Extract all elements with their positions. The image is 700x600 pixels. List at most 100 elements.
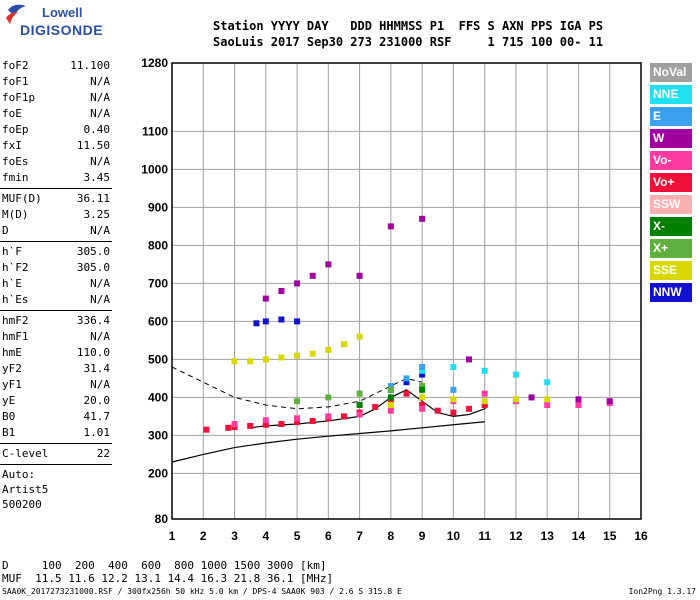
logo-mark-icon xyxy=(6,4,26,24)
data-point-x xyxy=(356,390,363,397)
param-row: yF2 31.4 xyxy=(0,361,112,377)
data-point-w xyxy=(294,280,301,287)
plot-frame xyxy=(171,62,642,520)
data-point-vo xyxy=(231,421,238,427)
y-tick-label: 700 xyxy=(148,276,168,290)
param-label: hmE xyxy=(2,346,22,359)
param-value: 41.7 xyxy=(83,410,111,423)
data-point-sse xyxy=(340,341,347,348)
param-row: h`E N/A xyxy=(0,276,112,292)
data-point-sse xyxy=(294,352,301,359)
param-row: M(D) 3.25 xyxy=(0,207,112,223)
param-value: N/A xyxy=(90,277,110,290)
data-point-e xyxy=(387,383,394,389)
data-point-x xyxy=(419,386,426,393)
data-point-w xyxy=(262,295,269,302)
data-point-vo xyxy=(278,421,285,427)
station-header: Station YYYY DAY DDD HHMMSS P1 FFS S AXN… xyxy=(213,18,603,50)
data-point-nne xyxy=(419,367,426,374)
y-tick-label: 600 xyxy=(148,314,168,328)
param-row: C-level 22 xyxy=(0,446,112,462)
data-point-sse xyxy=(262,356,269,363)
data-point-vo xyxy=(387,398,394,405)
param-separator xyxy=(0,443,112,444)
param-label: foF1p xyxy=(2,91,36,104)
x-tick-label: 16 xyxy=(634,529,648,543)
data-point-w xyxy=(606,398,613,405)
param-row: fmin 3.45 xyxy=(0,170,112,186)
data-point-x xyxy=(387,386,394,393)
data-point-vo xyxy=(450,409,457,416)
data-point-w xyxy=(309,272,316,279)
param-label: foF1 xyxy=(2,75,29,88)
muf-row: MUF 11.5 11.6 12.2 13.1 14.4 16.3 21.8 3… xyxy=(2,572,334,585)
x-tick-label: 15 xyxy=(603,529,617,543)
data-point-w xyxy=(325,261,332,268)
data-point-sse xyxy=(231,358,238,365)
data-point-vo xyxy=(481,402,488,408)
data-point-nnw xyxy=(294,318,301,325)
data-point-vo xyxy=(575,402,582,408)
param-row: foE N/A xyxy=(0,106,112,122)
param-label: h`E xyxy=(2,277,22,290)
header-line2: SaoLuis 2017 Sep30 273 231000 RSF 1 715 … xyxy=(213,35,604,49)
data-point-nnw xyxy=(278,316,285,323)
footer-info: SAA0K_2017273231000.RSF / 300fx256h 50 k… xyxy=(2,587,402,596)
data-point-w xyxy=(466,356,473,363)
legend-item-nnw: NNW xyxy=(650,283,692,302)
param-label: yE xyxy=(2,394,16,407)
y-tick-label: 800 xyxy=(148,238,168,252)
param-row: B1 1.01 xyxy=(0,425,112,441)
data-point-w xyxy=(419,215,426,222)
param-label: B0 xyxy=(2,410,16,423)
param-row: yE 20.0 xyxy=(0,393,112,409)
param-row: h`Es N/A xyxy=(0,292,112,308)
data-point-sse xyxy=(419,394,426,401)
param-label: hmF1 xyxy=(2,330,29,343)
param-value: 3.45 xyxy=(83,171,111,184)
x-tick-label: 14 xyxy=(572,529,586,543)
data-point-vo xyxy=(419,402,426,408)
footer-version: Ion2Png 1.3.17 xyxy=(628,587,696,596)
param-label: yF1 xyxy=(2,378,22,391)
data-point-vo xyxy=(203,426,210,433)
param-separator xyxy=(0,188,112,189)
data-point-vo xyxy=(325,413,332,420)
y-tick-label: 900 xyxy=(148,200,168,214)
param-label: fmin xyxy=(2,171,29,184)
virtual-height-curve xyxy=(248,389,489,429)
param-separator xyxy=(0,464,112,465)
data-point-x xyxy=(325,394,332,401)
param-value: 20.0 xyxy=(83,394,111,407)
param-value: N/A xyxy=(90,224,110,237)
data-point-nnw xyxy=(403,379,410,386)
param-label: MUF(D) xyxy=(2,192,42,205)
param-label: fxI xyxy=(2,139,22,152)
param-label: foF2 xyxy=(2,59,29,72)
param-value: N/A xyxy=(90,330,110,343)
param-value: 305.0 xyxy=(76,261,110,274)
param-label: yF2 xyxy=(2,362,22,375)
param-label: foEs xyxy=(2,155,29,168)
data-point-vo xyxy=(419,405,426,412)
data-point-x xyxy=(356,402,363,408)
data-point-nnw xyxy=(419,371,426,378)
electron-density-profile-line xyxy=(171,421,485,463)
param-value: 336.4 xyxy=(76,314,110,327)
param-label: M(D) xyxy=(2,208,29,221)
data-point-vo xyxy=(434,407,441,414)
param-row: h`F 305.0 xyxy=(0,244,112,260)
param-value: 0.40 xyxy=(83,123,111,136)
param-label: h`F2 xyxy=(2,261,29,274)
param-row: fxI 11.50 xyxy=(0,138,112,154)
param-value: 305.0 xyxy=(76,245,110,258)
digisonde-logo: Lowell DIGISONDE xyxy=(4,2,114,44)
param-row: hmF1 N/A xyxy=(0,329,112,345)
param-value: 110.0 xyxy=(76,346,110,359)
y-tick-label: 200 xyxy=(148,466,168,480)
param-value: N/A xyxy=(90,91,110,104)
data-point-sse xyxy=(309,350,316,357)
data-point-nne xyxy=(481,367,488,374)
data-point-sse xyxy=(512,396,519,403)
x-tick-label: 1 xyxy=(169,529,176,543)
